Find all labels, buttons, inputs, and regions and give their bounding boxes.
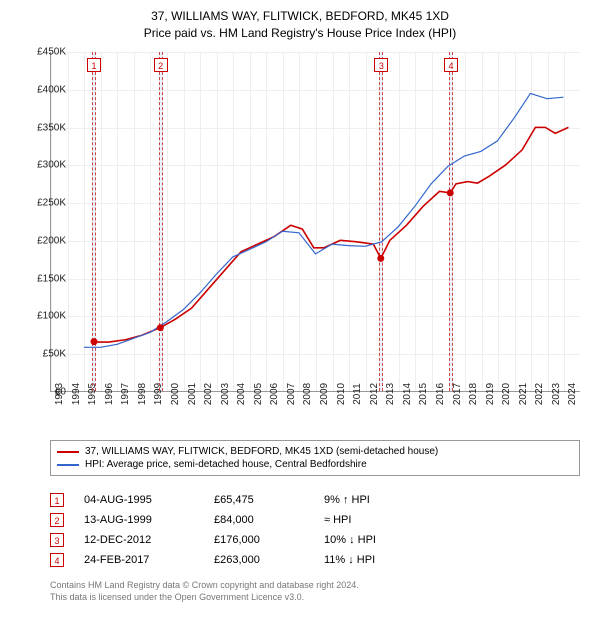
event-marker-number: 2 <box>50 513 64 527</box>
event-row: 3 12-DEC-2012 £176,000 10% ↓ HPI <box>50 530 580 550</box>
chart-lines-svg <box>51 52 580 391</box>
event-hpi-delta: 11% ↓ HPI <box>324 554 444 566</box>
sale-marker-number: 2 <box>154 58 168 72</box>
series-line-property <box>94 127 568 342</box>
legend-swatch-hpi <box>57 464 79 466</box>
event-hpi-delta: 10% ↓ HPI <box>324 534 444 546</box>
event-date: 12-DEC-2012 <box>84 534 194 546</box>
event-row: 2 13-AUG-1999 £84,000 ≈ HPI <box>50 510 580 530</box>
legend-label-property: 37, WILLIAMS WAY, FLITWICK, BEDFORD, MK4… <box>85 446 438 457</box>
event-date: 24-FEB-2017 <box>84 554 194 566</box>
event-price: £65,475 <box>214 494 304 506</box>
sale-point-marker <box>157 324 164 331</box>
event-hpi-delta: 9% ↑ HPI <box>324 494 444 506</box>
legend-swatch-property <box>57 451 79 453</box>
event-price: £263,000 <box>214 554 304 566</box>
footer-attribution: Contains HM Land Registry data © Crown c… <box>50 580 580 603</box>
sale-marker-number: 1 <box>87 58 101 72</box>
event-hpi-delta: ≈ HPI <box>324 514 444 526</box>
title-block: 37, WILLIAMS WAY, FLITWICK, BEDFORD, MK4… <box>0 0 600 42</box>
sale-marker-number: 3 <box>374 58 388 72</box>
legend-label-hpi: HPI: Average price, semi-detached house,… <box>85 459 367 470</box>
event-date: 04-AUG-1995 <box>84 494 194 506</box>
title-line-2: Price paid vs. HM Land Registry's House … <box>0 25 600 42</box>
sale-marker-number: 4 <box>444 58 458 72</box>
events-table: 1 04-AUG-1995 £65,475 9% ↑ HPI 2 13-AUG-1999 £… <box>50 490 580 570</box>
event-price: £176,000 <box>214 534 304 546</box>
footer-line-2: This data is licensed under the Open Gov… <box>50 592 580 604</box>
event-row: 4 24-FEB-2017 £263,000 11% ↓ HPI <box>50 550 580 570</box>
series-line-hpi <box>84 93 563 347</box>
event-marker-number: 1 <box>50 493 64 507</box>
chart-plot-area: 1 2 3 4 <box>50 52 580 392</box>
event-marker-number: 3 <box>50 533 64 547</box>
footer-line-1: Contains HM Land Registry data © Crown c… <box>50 580 580 592</box>
event-date: 13-AUG-1999 <box>84 514 194 526</box>
event-price: £84,000 <box>214 514 304 526</box>
title-line-1: 37, WILLIAMS WAY, FLITWICK, BEDFORD, MK4… <box>0 8 600 25</box>
event-marker-number: 4 <box>50 553 64 567</box>
legend-box: 37, WILLIAMS WAY, FLITWICK, BEDFORD, MK4… <box>50 440 580 476</box>
event-row: 1 04-AUG-1995 £65,475 9% ↑ HPI <box>50 490 580 510</box>
chart-container: 37, WILLIAMS WAY, FLITWICK, BEDFORD, MK4… <box>0 0 600 620</box>
legend-row-hpi: HPI: Average price, semi-detached house,… <box>57 458 573 471</box>
sale-point-marker <box>91 338 98 345</box>
sale-point-marker <box>377 255 384 262</box>
legend-row-property: 37, WILLIAMS WAY, FLITWICK, BEDFORD, MK4… <box>57 445 573 458</box>
sale-point-marker <box>447 189 454 196</box>
